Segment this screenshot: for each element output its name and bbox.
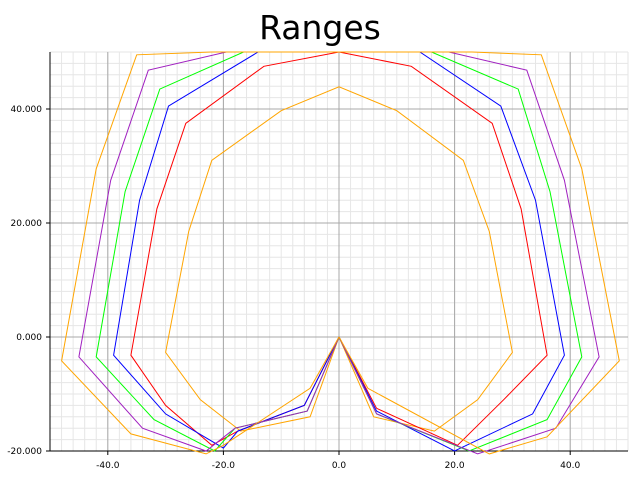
series-layer: [61, 51, 620, 455]
y-tick-label: 20.000: [11, 219, 43, 229]
y-tick-label: -20.000: [7, 447, 42, 457]
series-line-1: [165, 86, 513, 432]
tick-labels: -40.0 -20.0 0.0 20.0 40.0 -20.000 0.000 20.000 4…: [7, 105, 580, 471]
axes: [46, 52, 628, 455]
y-tick-label: 0.000: [16, 333, 42, 343]
x-tick-label: -40.0: [96, 461, 120, 471]
series-line-6: [61, 51, 620, 455]
x-tick-label: 40.0: [560, 461, 580, 471]
y-tick-label: 40.000: [11, 105, 43, 115]
x-tick-label: 20.0: [445, 461, 465, 471]
x-tick-label: 0.0: [332, 461, 347, 471]
x-tick-label: -20.0: [212, 461, 236, 471]
chart-title: Ranges: [259, 8, 381, 47]
